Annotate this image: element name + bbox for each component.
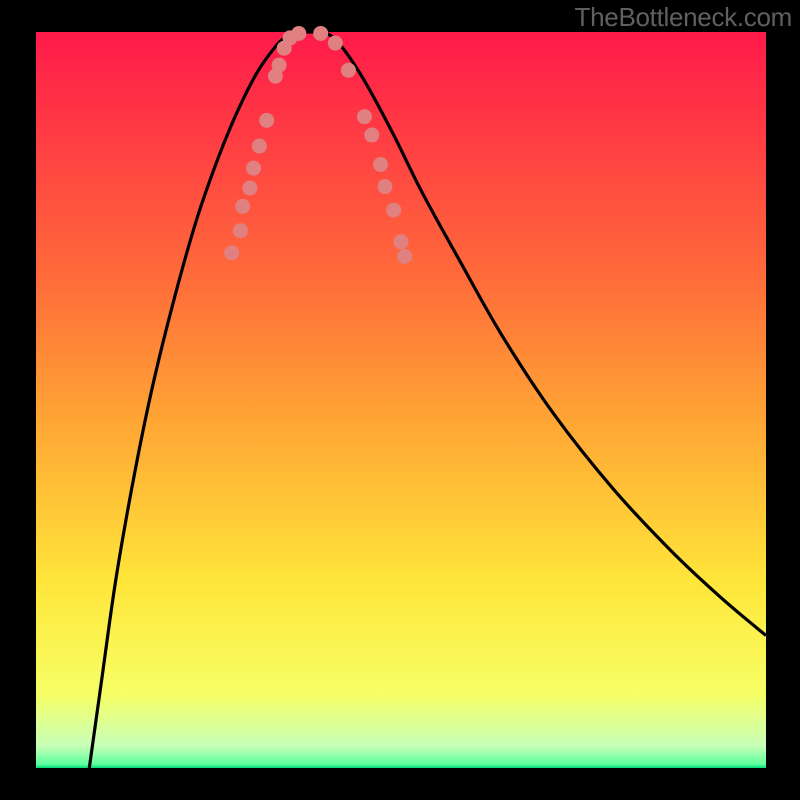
data-marker <box>272 58 287 73</box>
data-marker <box>373 157 388 172</box>
data-marker <box>313 26 328 41</box>
data-marker <box>397 249 412 264</box>
data-marker <box>364 128 379 143</box>
data-marker <box>252 139 267 154</box>
data-marker <box>242 181 257 196</box>
data-marker <box>328 36 343 51</box>
data-marker <box>386 203 401 218</box>
data-marker <box>341 63 356 78</box>
data-marker <box>246 161 261 176</box>
data-marker <box>235 199 250 214</box>
watermark-text: TheBottleneck.com <box>575 2 792 33</box>
data-marker <box>224 245 239 260</box>
data-marker <box>291 26 306 41</box>
data-marker <box>233 223 248 238</box>
data-marker <box>357 109 372 124</box>
chart-frame: TheBottleneck.com <box>0 0 800 800</box>
data-marker <box>259 113 274 128</box>
data-marker <box>394 234 409 249</box>
chart-svg <box>36 32 766 768</box>
data-marker <box>377 179 392 194</box>
curve-right-branch <box>324 32 766 636</box>
marker-group <box>224 26 412 264</box>
plot-area <box>36 32 766 768</box>
curve-left-branch <box>89 32 299 768</box>
